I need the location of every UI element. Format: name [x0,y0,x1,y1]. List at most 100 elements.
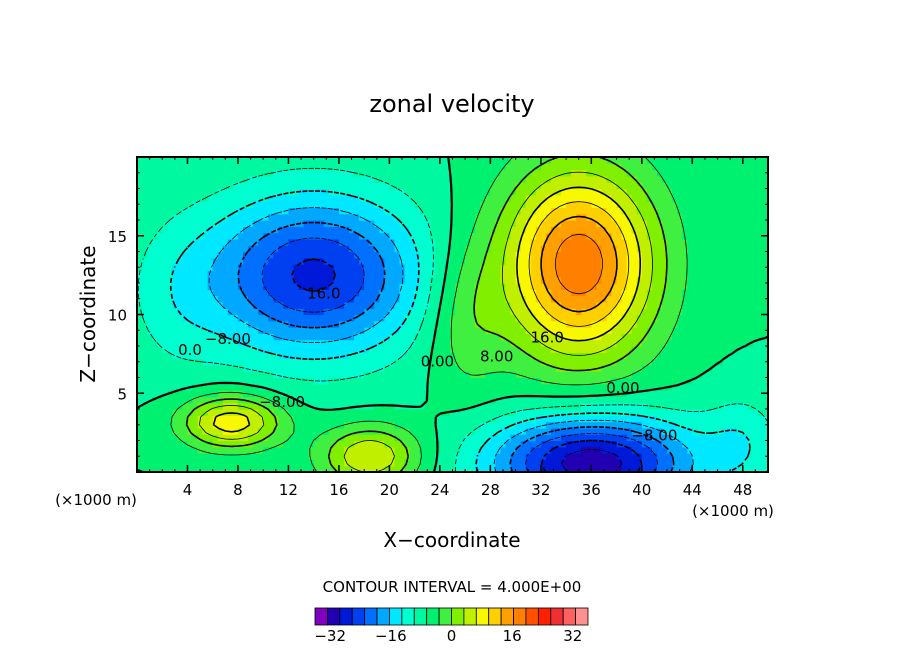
field-cell [288,434,295,442]
field-cell [187,440,194,448]
field-cell [732,402,739,410]
field-cell [697,415,703,423]
field-cell [727,465,734,472]
field-cell [328,440,335,448]
field-cell [677,440,683,448]
field-cell [298,264,305,271]
field-cell [697,276,703,284]
field-cell [379,301,385,309]
field-cell [530,459,537,467]
field-cell [757,427,764,435]
field-cell [475,270,481,278]
field-cell [369,364,375,372]
field-cell [757,308,764,316]
field-cell [752,257,759,265]
field-cell [470,409,476,416]
field-cell [490,453,497,460]
field-cell [444,371,451,379]
field-cell [722,377,729,385]
field-cell [490,415,497,423]
field-cell [677,257,683,265]
field-cell [394,289,401,297]
field-cell [237,220,244,227]
field-cell [313,320,320,328]
field-cell [298,257,305,265]
field-cell [752,327,759,334]
field-cell [278,232,284,240]
field-cell [727,220,734,227]
field-cell [152,220,158,227]
field-cell [369,434,375,442]
field-cell [162,327,168,334]
field-cell [596,327,603,334]
field-cell [692,257,698,265]
field-cell [449,333,456,341]
field-cell [752,434,759,442]
field-cell [677,446,683,454]
field-cell [258,320,264,328]
field-cell [702,314,709,322]
field-cell [475,346,481,353]
field-cell [742,396,749,404]
field-cell [550,301,557,309]
field-cell [465,220,471,227]
field-cell [500,453,507,460]
field-cell [419,339,426,347]
field-cell [616,352,623,360]
field-cell [606,339,613,347]
field-cell [712,402,719,410]
field-cell [364,245,370,253]
field-cell [212,238,219,246]
field-cell [480,283,486,290]
field-cell [449,276,456,284]
field-cell [268,257,274,265]
field-cell [263,251,269,259]
field-cell [601,427,608,435]
field-cell [687,371,693,379]
field-cell [167,383,173,391]
field-cell [167,264,173,271]
field-cell [641,276,648,284]
field-cell [187,283,194,290]
field-cell [611,377,618,385]
field-cell [601,257,608,265]
field-cell [278,434,284,442]
field-cell [263,459,269,467]
field-cell [182,434,189,442]
field-cell [581,339,587,347]
field-cell [606,396,613,404]
field-cell [434,308,441,316]
field-cell [232,402,239,410]
field-cell [404,409,411,416]
field-cell [661,314,668,322]
field-cell [152,276,158,284]
field-cell [187,226,194,234]
field-cell [515,232,522,240]
field-cell [278,283,284,290]
field-cell [147,226,153,234]
field-cell [621,352,628,360]
field-cell [535,308,542,316]
field-cell [217,220,224,227]
field-cell [349,371,355,379]
field-cell [712,226,719,234]
field-cell [167,352,173,360]
field-cell [263,377,269,385]
field-cell [212,339,219,347]
field-cell [434,364,441,372]
field-cell [217,434,224,442]
field-cell [147,390,153,397]
field-cell [384,314,390,322]
field-cell [747,453,754,460]
field-cell [505,415,512,423]
field-cell [606,245,613,253]
field-cell [364,333,370,341]
field-cell [762,301,768,309]
field-cell [253,232,259,240]
field-cell [192,327,199,334]
field-cell [555,402,562,410]
field-cell [692,465,698,472]
field-cell [485,446,491,454]
field-cell [303,245,310,253]
field-cell [742,390,749,397]
